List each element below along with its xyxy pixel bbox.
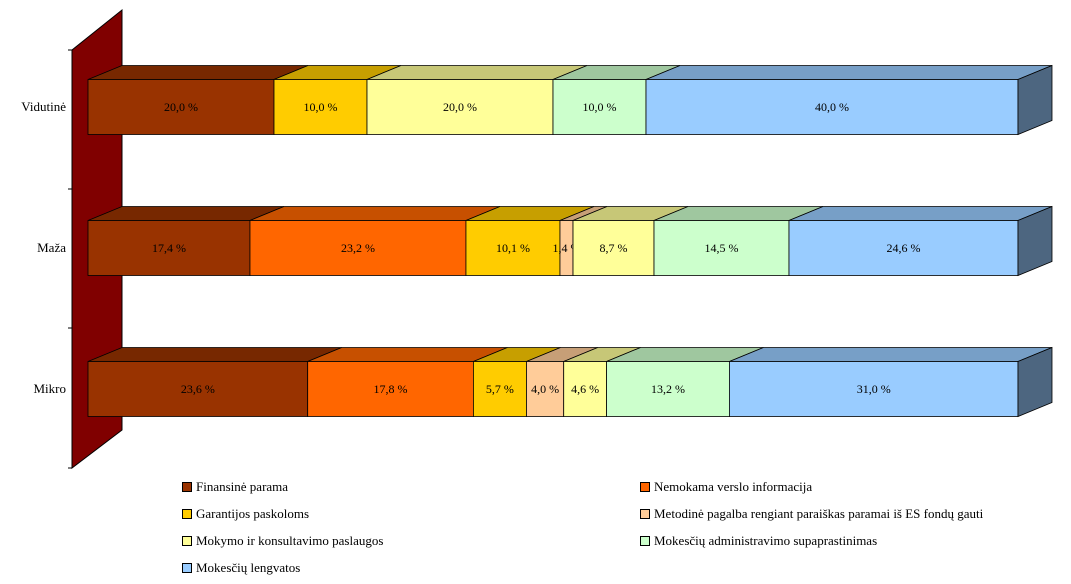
bar-front-face bbox=[572, 220, 655, 276]
data-label: 10,1 % bbox=[496, 241, 530, 255]
data-label: 8,7 % bbox=[600, 241, 628, 255]
bar-side-face bbox=[1017, 205, 1053, 277]
bar-group-vidutine: Vidutinė 20,0 % 10,0 % 20,0 % 10,0 % 40,0 % bbox=[21, 64, 1053, 136]
category-label: Maža bbox=[37, 240, 66, 255]
bar-front-face bbox=[87, 361, 309, 417]
bar-group-maza: Maža 17,4 % 23,2 % 10,1 % 1,4 % 8,7 % 14,5 % 24… bbox=[37, 205, 1053, 277]
bar-top-face bbox=[729, 347, 1053, 362]
bar-segment-finansine-parama: 23,6 % bbox=[87, 347, 342, 417]
bar-front-face bbox=[563, 361, 607, 417]
bar-side-face bbox=[1017, 346, 1053, 418]
bar-segment-finansine-parama: 17,4 % bbox=[87, 206, 285, 276]
bar-segment-metodine-pagalba-rengiant-paraiskas-paramai-is-es-fondu-gauti: 4,0 % bbox=[526, 347, 598, 417]
category-axis bbox=[68, 49, 73, 469]
bar-segment-mokesciu-administravimo-supaprastinimas: 13,2 % bbox=[606, 347, 764, 417]
data-label: 14,5 % bbox=[704, 241, 738, 255]
bar-front-face bbox=[273, 79, 368, 135]
bar-front-face bbox=[788, 220, 1019, 276]
bar-front-face bbox=[249, 220, 467, 276]
data-label: 4,6 % bbox=[571, 382, 599, 396]
bar-top-face bbox=[249, 206, 501, 221]
data-label: 31,0 % bbox=[857, 382, 891, 396]
data-label: 10,0 % bbox=[583, 100, 617, 114]
bar-front-face bbox=[307, 361, 474, 417]
bar-front-face bbox=[366, 79, 554, 135]
bar-segment-garantijos-paskoloms: 10,1 % bbox=[465, 206, 595, 276]
data-label: 4,0 % bbox=[531, 382, 559, 396]
data-label: 23,2 % bbox=[341, 241, 375, 255]
bars: Vidutinė 20,0 % 10,0 % 20,0 % 10,0 % 40,0 % Ma… bbox=[21, 64, 1053, 418]
category-label: Vidutinė bbox=[21, 99, 66, 114]
data-label: 10,0 % bbox=[304, 100, 338, 114]
bar-group-mikro: Mikro 23,6 % 17,8 % 5,7 % 4,0 % 4,6 % 13,2 % 31… bbox=[34, 346, 1053, 418]
data-label: 17,4 % bbox=[152, 241, 186, 255]
data-label: 40,0 % bbox=[815, 100, 849, 114]
bar-segment-mokesciu-lengvatos: 24,6 % bbox=[788, 205, 1053, 277]
bar-segment-mokesciu-administravimo-supaprastinimas: 10,0 % bbox=[552, 65, 681, 135]
data-label: 17,8 % bbox=[374, 382, 408, 396]
category-label: Mikro bbox=[34, 381, 67, 396]
bar-front-face bbox=[606, 361, 730, 417]
bar-front-face bbox=[465, 220, 561, 276]
bar-front-face bbox=[473, 361, 527, 417]
data-label: 20,0 % bbox=[164, 100, 198, 114]
bar-segment-mokesciu-lengvatos: 40,0 % bbox=[645, 64, 1053, 136]
bar-segment-mokymo-ir-konsultavimo-paslaugos: 20,0 % bbox=[366, 65, 588, 135]
data-label: 24,6 % bbox=[886, 241, 920, 255]
bar-top-face bbox=[87, 65, 309, 80]
bar-front-face bbox=[552, 79, 647, 135]
bar-top-face bbox=[307, 347, 508, 362]
bar-segment-mokymo-ir-konsultavimo-paslaugos: 8,7 % bbox=[572, 206, 689, 276]
bar-front-face bbox=[87, 220, 251, 276]
bar-segment-nemokama-verslo-informacija: 17,8 % bbox=[307, 347, 508, 417]
bar-front-face bbox=[526, 361, 565, 417]
bar-front-face bbox=[645, 79, 1019, 135]
data-label: 13,2 % bbox=[651, 382, 685, 396]
bar-top-face bbox=[87, 347, 342, 362]
data-label: 23,6 % bbox=[181, 382, 215, 396]
bar-top-face bbox=[366, 65, 588, 80]
bar-segment-nemokama-verslo-informacija: 23,2 % bbox=[249, 206, 501, 276]
bar-top-face bbox=[645, 65, 1053, 80]
bar-front-face bbox=[653, 220, 790, 276]
bar-segment-mokesciu-lengvatos: 31,0 % bbox=[729, 346, 1053, 418]
bar-side-face bbox=[1017, 64, 1053, 136]
bar-front-face bbox=[729, 361, 1019, 417]
bar-segment-garantijos-paskoloms: 5,7 % bbox=[473, 347, 561, 417]
bar-segment-garantijos-paskoloms: 10,0 % bbox=[273, 65, 402, 135]
data-label: 20,0 % bbox=[443, 100, 477, 114]
bar-segment-mokesciu-administravimo-supaprastinimas: 14,5 % bbox=[653, 206, 824, 276]
data-label: 5,7 % bbox=[486, 382, 514, 396]
bar-top-face bbox=[788, 206, 1053, 221]
